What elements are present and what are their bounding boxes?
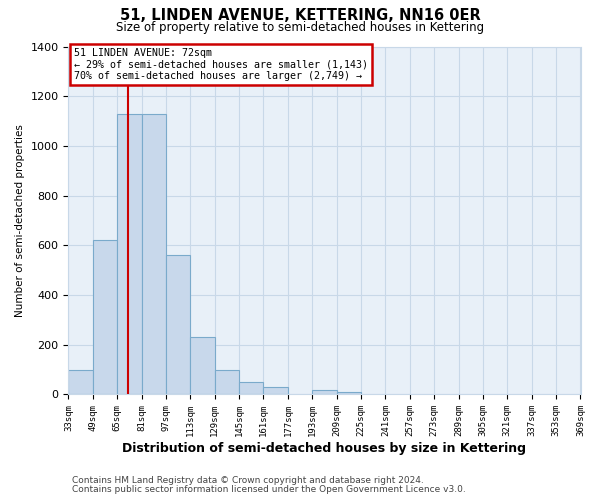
Text: Contains HM Land Registry data © Crown copyright and database right 2024.: Contains HM Land Registry data © Crown c… [72,476,424,485]
Text: 51 LINDEN AVENUE: 72sqm
← 29% of semi-detached houses are smaller (1,143)
70% of: 51 LINDEN AVENUE: 72sqm ← 29% of semi-de… [74,48,368,82]
Bar [142,114,166,394]
Bar [263,387,288,394]
Text: 51, LINDEN AVENUE, KETTERING, NN16 0ER: 51, LINDEN AVENUE, KETTERING, NN16 0ER [119,8,481,22]
Bar [68,370,93,394]
Bar [239,382,263,394]
Bar [117,114,142,394]
Bar [190,338,215,394]
Y-axis label: Number of semi-detached properties: Number of semi-detached properties [15,124,25,317]
Text: Contains public sector information licensed under the Open Government Licence v3: Contains public sector information licen… [72,485,466,494]
X-axis label: Distribution of semi-detached houses by size in Kettering: Distribution of semi-detached houses by … [122,442,526,455]
Bar [93,240,117,394]
Bar [312,390,337,394]
Bar [215,370,239,394]
Bar [166,256,190,394]
Text: Size of property relative to semi-detached houses in Kettering: Size of property relative to semi-detach… [116,21,484,34]
Bar [337,392,361,394]
